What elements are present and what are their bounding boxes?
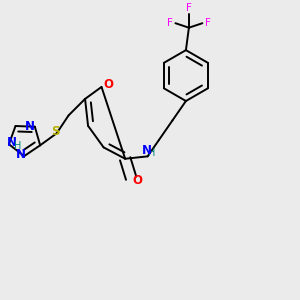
Text: F: F xyxy=(167,18,173,28)
Text: F: F xyxy=(205,18,211,28)
Text: N: N xyxy=(26,120,35,133)
Text: F: F xyxy=(186,3,192,13)
Text: N: N xyxy=(7,136,17,149)
Text: O: O xyxy=(103,78,113,91)
Text: O: O xyxy=(133,174,143,187)
Text: S: S xyxy=(51,125,59,138)
Text: N: N xyxy=(16,148,26,161)
Text: H: H xyxy=(14,141,21,151)
Text: N: N xyxy=(142,145,152,158)
Text: H: H xyxy=(148,148,155,158)
